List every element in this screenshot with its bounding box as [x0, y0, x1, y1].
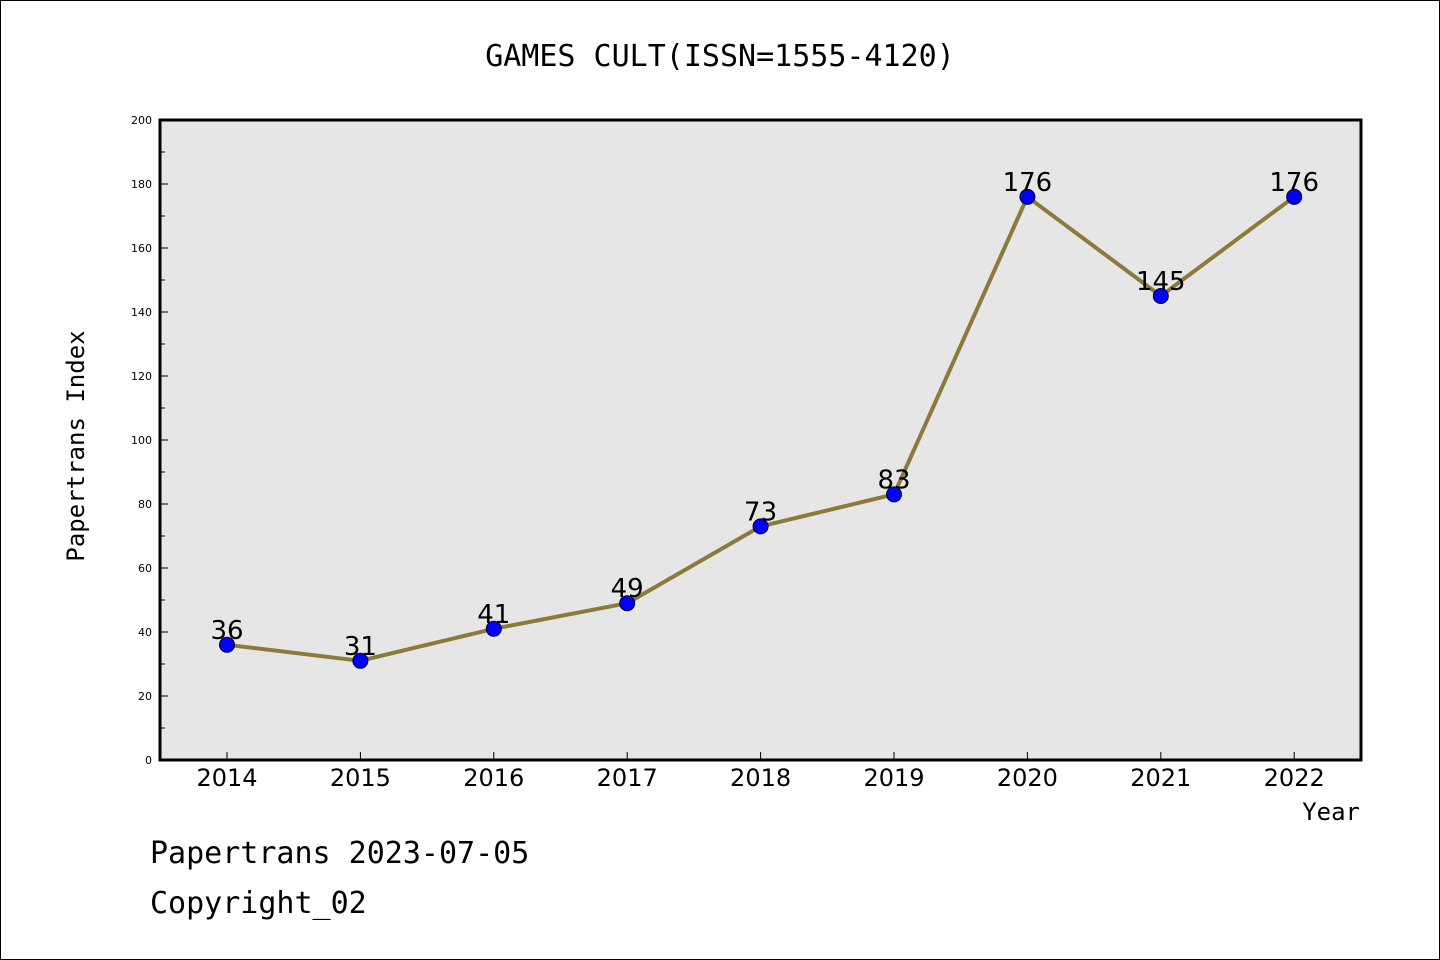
- x-tick-label: 2014: [196, 764, 257, 792]
- x-tick-label: 2020: [997, 764, 1058, 792]
- data-label: 145: [1136, 267, 1186, 297]
- y-tick-label: 200: [131, 114, 152, 127]
- y-tick-label: 60: [138, 562, 152, 575]
- data-label: 31: [344, 632, 377, 662]
- data-label: 73: [744, 497, 777, 527]
- y-axis: 0 20 40 60 80 100 120 140 160 180 200: [131, 114, 168, 767]
- y-tick-label: 180: [131, 178, 152, 191]
- footer-copyright-text: Copyright_02: [150, 886, 367, 921]
- data-point: [352, 652, 369, 669]
- y-tick-label: 40: [138, 626, 152, 639]
- y-tick-label: 0: [145, 754, 152, 767]
- y-axis-title: Papertrans Index: [62, 330, 90, 561]
- y-tick-label: 100: [131, 434, 152, 447]
- x-tick-label: 2015: [330, 764, 391, 792]
- data-point: [485, 620, 502, 637]
- data-label: 176: [1003, 168, 1053, 198]
- data-label: 36: [210, 616, 243, 646]
- x-tick-label: 2016: [463, 764, 524, 792]
- y-tick-label: 140: [131, 306, 152, 319]
- x-tick-label: 2021: [1130, 764, 1191, 792]
- x-axis-title: Year: [1302, 798, 1360, 826]
- x-tick-label: 2018: [730, 764, 791, 792]
- data-labels: 36 31 41 49 73 83 176 145 176: [210, 168, 1319, 662]
- x-tick-label: 2017: [597, 764, 658, 792]
- y-tick-label: 160: [131, 242, 152, 255]
- data-point: [1286, 188, 1303, 205]
- y-tick-label: 80: [138, 498, 152, 511]
- footer-date-text: Papertrans 2023-07-05: [150, 836, 530, 871]
- data-point: [619, 595, 636, 612]
- data-label: 41: [477, 600, 510, 630]
- x-axis: 2014 2015 2016 2017 2018 2019 2020 2021 2022: [196, 752, 1325, 792]
- data-point: [1019, 188, 1036, 205]
- y-tick-label: 20: [138, 690, 152, 703]
- plot-border: [158, 118, 1363, 762]
- data-label: 83: [877, 465, 910, 495]
- series-group: [219, 188, 1303, 669]
- data-point: [1152, 288, 1169, 304]
- chart-title: GAMES CULT(ISSN=1555-4120): [485, 39, 955, 74]
- x-tick-label: 2019: [863, 764, 924, 792]
- data-point: [219, 636, 235, 653]
- y-tick-label: 120: [131, 370, 152, 383]
- x-tick-label: 2022: [1264, 764, 1325, 792]
- data-label: 49: [611, 574, 644, 604]
- data-point: [752, 518, 769, 535]
- plot-area: [160, 120, 1361, 760]
- data-label: 176: [1269, 168, 1319, 198]
- data-point: [886, 486, 902, 503]
